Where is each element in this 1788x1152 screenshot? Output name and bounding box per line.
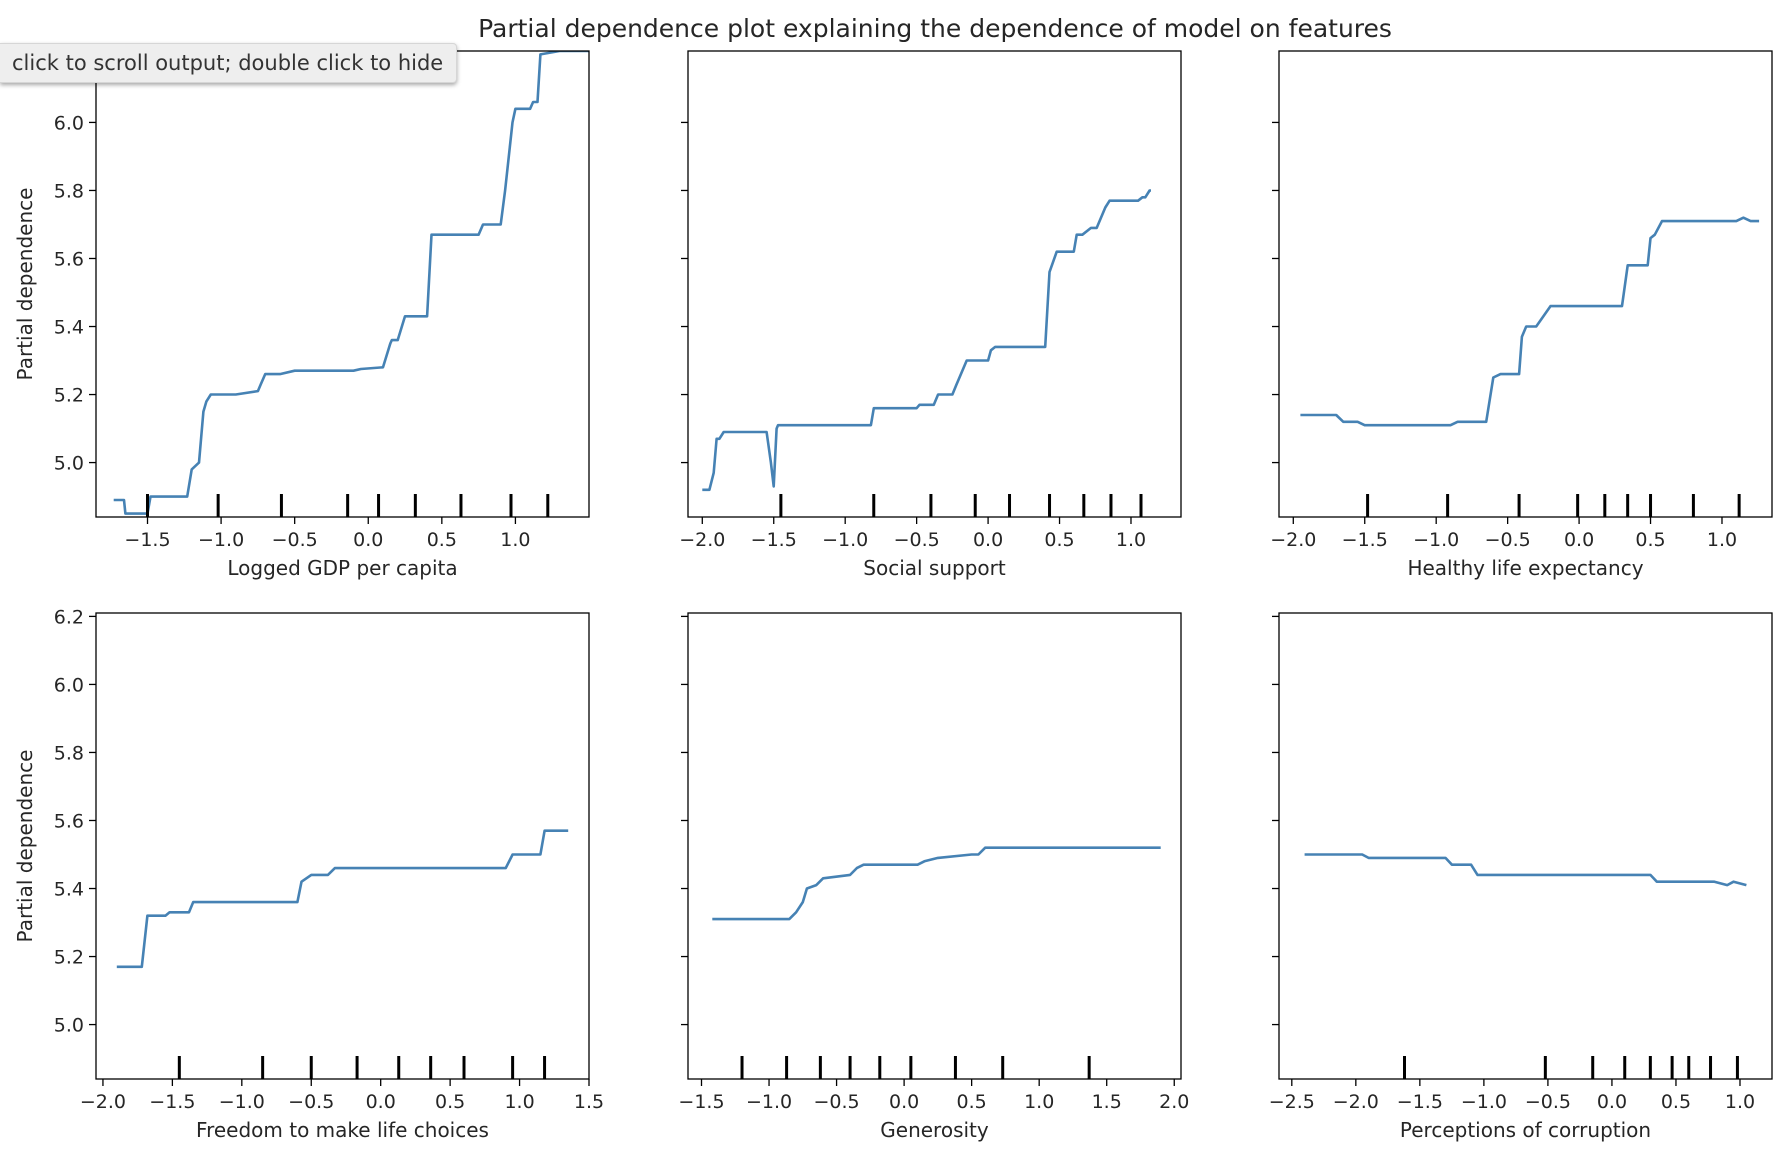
figure-title: Partial dependence plot explaining the d… [478,14,1392,43]
x-tick-label: 1.0 [1707,529,1737,551]
subplot-grid: −1.5 −1.0 −0.5 0.0 0.5 1.0 5.0 5.2 5.4 5.6 5.8 6.0 L… [13,50,1773,1142]
pd-line [712,846,1161,921]
x-tick-label: 0.0 [1564,529,1594,551]
x-tick-label: 1.5 [574,1091,604,1113]
x-tick-label: −2.0 [80,1091,126,1113]
x-tick-label: 0.5 [1661,1091,1691,1113]
y-tick-label: 5.2 [54,385,84,407]
axes-frame [1278,50,1773,518]
pd-line [1300,216,1760,427]
subplot-6: −2.5 −2.0 −1.5 −1.0 −0.5 0.0 0.5 1.0 Perceptions… [1269,612,1773,1142]
x-tick-label: −1.5 [1342,529,1388,551]
y-tick-label: 5.6 [54,810,84,832]
x-tick-label: −1.5 [149,1091,195,1113]
x-axis-label: Freedom to make life choices [196,1118,489,1142]
x-tick-label: 1.0 [1725,1091,1755,1113]
y-tick-label: 5.4 [54,317,84,339]
x-tick-label: −2.0 [1270,529,1316,551]
x-tick-label: 1.5 [1092,1091,1122,1113]
y-axis-label: Partial dependence [13,188,37,381]
x-tick-label: 0.5 [957,1091,987,1113]
y-tick-label: 6.0 [54,674,84,696]
axes-frame [687,612,1182,1080]
y-tick-label: 5.0 [54,1015,84,1037]
subplot-3: −2.0 −1.5 −1.0 −0.5 0.0 0.5 1.0 Healthy life ex… [1270,50,1773,580]
subplot-1: −1.5 −1.0 −0.5 0.0 0.5 1.0 5.0 5.2 5.4 5.6 5.8 6.0 L… [13,50,590,580]
axes-frame [687,50,1182,518]
x-tick-label: −0.5 [288,1091,334,1113]
x-tick-label: −1.5 [124,529,170,551]
x-tick-label: 0.5 [1635,529,1665,551]
y-tick-label: 5.4 [54,879,84,901]
x-tick-label: −0.5 [814,1091,860,1113]
y-tick-label: 5.2 [54,947,84,969]
x-tick-label: −0.5 [1485,529,1531,551]
x-tick-label: 1.0 [1116,529,1146,551]
y-tick-label: 6.0 [54,112,84,134]
x-tick-label: 0.5 [427,529,457,551]
x-axis-label: Logged GDP per capita [227,556,457,580]
y-axis-label: Partial dependence [13,750,37,943]
x-tick-label: 0.5 [435,1091,465,1113]
x-tick-label: −0.5 [272,529,318,551]
x-tick-label: −2.0 [1333,1091,1379,1113]
y-tick-label: 5.8 [54,742,84,764]
y-tick-label: 6.2 [54,606,84,628]
x-tick-label: −2.5 [1269,1091,1315,1113]
x-tick-label: 0.0 [1597,1091,1627,1113]
y-tick-label: 5.6 [54,248,84,270]
x-axis-label: Social support [863,556,1006,580]
x-axis-label: Healthy life expectancy [1407,556,1643,580]
axes-frame [95,612,590,1080]
y-tick-label: 5.0 [54,453,84,475]
pd-line [113,51,589,515]
x-tick-label: −1.0 [1461,1091,1507,1113]
x-tick-label: 0.0 [353,529,383,551]
x-tick-label: 2.0 [1159,1091,1189,1113]
x-tick-label: 1.0 [500,529,530,551]
y-tick-label: 5.8 [54,180,84,202]
pd-line [116,829,569,969]
x-tick-label: 0.5 [1044,529,1074,551]
x-tick-label: −1.5 [678,1091,724,1113]
axes-frame [1278,612,1773,1080]
x-tick-label: −0.5 [894,529,940,551]
x-tick-label: 1.0 [504,1091,534,1113]
subplot-2: −2.0 −1.5 −1.0 −0.5 0.0 0.5 1.0 Social support [679,50,1182,580]
x-tick-label: −2.0 [679,529,725,551]
output-scroll-tooltip[interactable]: click to scroll output; double click to … [0,43,458,83]
x-tick-label: −1.0 [219,1091,265,1113]
x-tick-label: 0.0 [889,1091,919,1113]
x-tick-label: −1.5 [1397,1091,1443,1113]
x-axis-label: Perceptions of corruption [1400,1118,1651,1142]
x-axis-label: Generosity [880,1118,989,1142]
axes-frame [95,50,590,518]
x-tick-label: 1.0 [1024,1091,1054,1113]
x-tick-label: 0.0 [366,1091,396,1113]
subplot-4: −2.0 −1.5 −1.0 −0.5 0.0 0.5 1.0 1.5 5.0 5.2 5.4 5.6… [13,606,604,1142]
x-tick-label: −1.0 [822,529,868,551]
pd-line [702,189,1151,492]
x-tick-label: −1.0 [746,1091,792,1113]
x-tick-label: 0.0 [973,529,1003,551]
x-tick-label: −1.5 [751,529,797,551]
subplot-5: −1.5 −1.0 −0.5 0.0 0.5 1.0 1.5 2.0 Generosity [678,612,1189,1142]
x-tick-label: −1.0 [1413,529,1459,551]
x-tick-label: −0.5 [1525,1091,1571,1113]
pd-line [1304,853,1747,887]
x-tick-label: −1.0 [198,529,244,551]
